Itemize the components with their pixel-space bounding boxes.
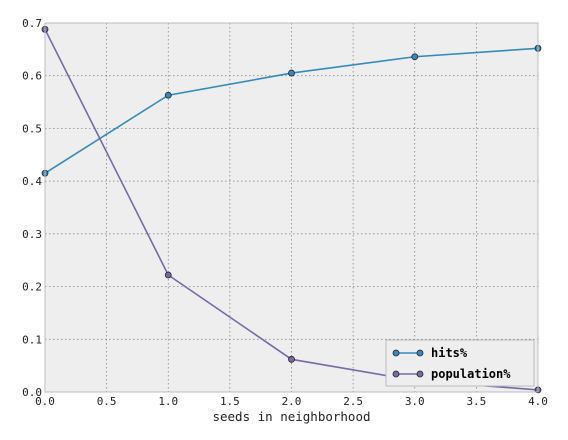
- legend-label: hits%: [431, 346, 468, 360]
- legend-marker: [392, 370, 400, 378]
- legend-box: [385, 339, 535, 387]
- y-tick-label: 0.3: [22, 228, 42, 241]
- y-tick-label: 0.2: [22, 281, 42, 294]
- legend-marker: [416, 370, 424, 378]
- legend: hits% population%: [385, 339, 535, 387]
- legend-marker: [416, 349, 424, 357]
- y-tick-label: 0.0: [22, 386, 42, 399]
- y-tick-label: 0.4: [22, 175, 42, 188]
- y-tick-label: 0.7: [22, 17, 42, 30]
- data-point: [288, 69, 295, 77]
- y-tick-label: 0.6: [22, 70, 42, 83]
- x-tick-label: 0.5: [97, 395, 117, 408]
- y-tick-label: 0.5: [22, 122, 42, 135]
- x-tick-label: 2.0: [282, 395, 302, 408]
- y-tick-label: 0.1: [22, 333, 42, 346]
- x-tick-label: 3.0: [405, 395, 425, 408]
- x-tick-label: 0.0: [35, 395, 55, 408]
- data-point: [411, 53, 419, 61]
- x-tick-label: 3.5: [466, 395, 486, 408]
- data-point: [164, 91, 172, 99]
- data-point: [164, 271, 172, 279]
- x-tick-label: 4.0: [528, 395, 548, 408]
- y-axis-ticks: 0.0 0.1 0.2 0.3 0.4 0.5 0.6 0.7: [22, 17, 42, 399]
- data-point: [288, 355, 295, 363]
- x-axis-title: seeds in neighborhood: [212, 409, 370, 424]
- legend-marker: [392, 349, 400, 357]
- legend-label: population%: [431, 367, 511, 381]
- legend-item: hits%: [392, 346, 468, 360]
- x-tick-label: 1.0: [158, 395, 178, 408]
- x-tick-label: 1.5: [220, 395, 240, 408]
- plot-border: [44, 22, 539, 393]
- legend-item: population%: [392, 367, 511, 381]
- x-tick-label: 2.5: [343, 395, 363, 408]
- x-axis-ticks: 0.0 0.5 1.0 1.5 2.0 2.5 3.0 3.5 4.0: [35, 395, 548, 408]
